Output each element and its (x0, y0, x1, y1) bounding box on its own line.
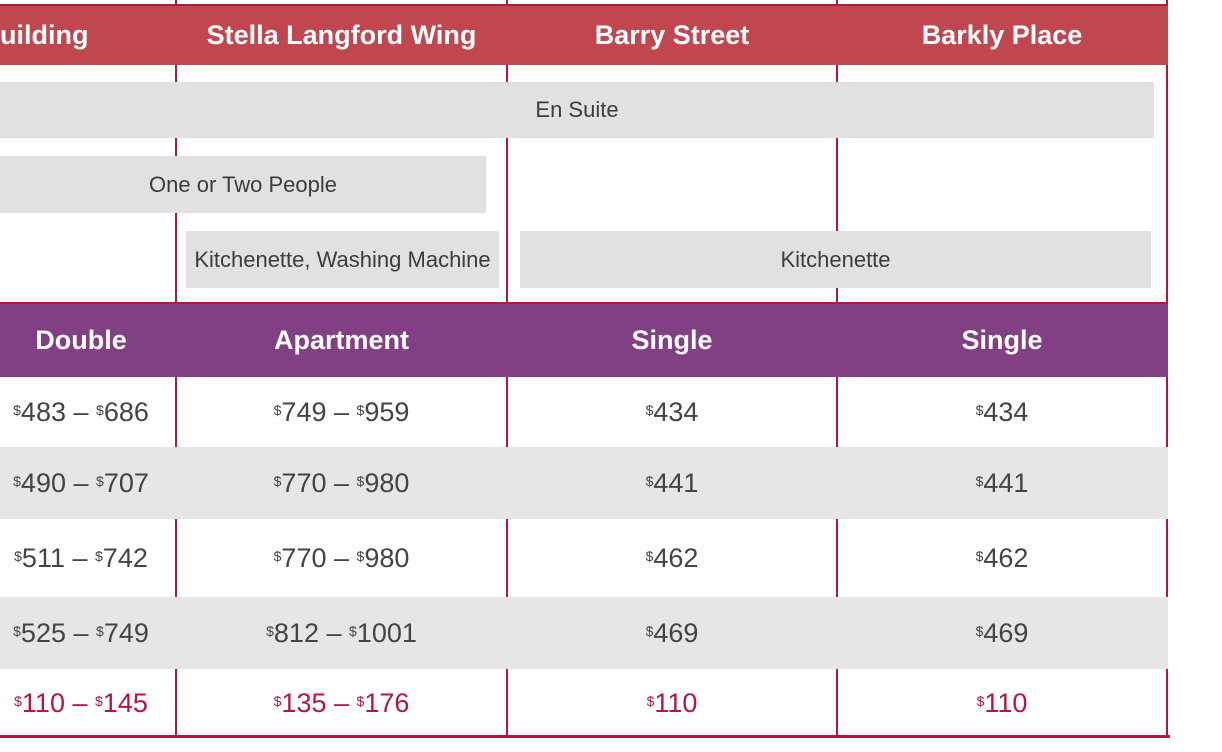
price-cell: $525 – $749 (13, 617, 149, 648)
feature-band-one-or-two: One or Two People (0, 156, 486, 213)
price-row: $511 – $742 $770 – $980 $462 $462 (0, 519, 1168, 597)
price-value: 525 (20, 617, 66, 648)
price-value: 980 (364, 542, 410, 573)
price-value: 980 (364, 467, 410, 498)
price-value: 441 (653, 467, 699, 498)
price-cell: $749 – $959 (273, 396, 410, 427)
room-type-cell: Single (631, 325, 713, 355)
price-cell: $770 – $980 (273, 467, 410, 498)
room-type-cell: Apartment (273, 325, 409, 355)
room-type-header-row: Double Apartment Single Single (0, 302, 1168, 377)
feature-band-en-suite: En Suite (0, 82, 1154, 138)
price-row: $110 – $145 $135 – $176 $110 $110 (0, 669, 1168, 737)
price-cell: $469 (645, 617, 699, 648)
price-cell: $434 (975, 396, 1029, 427)
price-value: 176 (364, 687, 410, 718)
price-cell: $110 (646, 687, 698, 718)
price-value: 959 (364, 396, 410, 427)
price-cell: $462 (975, 542, 1029, 573)
price-row: $490 – $707 $770 – $980 $441 $441 (0, 447, 1168, 519)
price-value: 686 (103, 396, 149, 427)
price-value: 1001 (356, 617, 417, 648)
range-dash: – (326, 542, 357, 573)
price-value: 770 (281, 542, 327, 573)
price-value: 511 (21, 542, 65, 573)
range-dash: – (65, 617, 97, 648)
room-type-cell: Double (35, 325, 127, 355)
range-dash: – (64, 687, 95, 718)
range-dash: – (318, 617, 349, 648)
price-value: 812 (273, 617, 319, 648)
building-header-cell: Barry Street (594, 20, 750, 50)
price-value: 770 (281, 467, 327, 498)
price-value: 135 (281, 687, 327, 718)
range-dash: – (64, 542, 95, 573)
price-cell: $135 – $176 (273, 687, 410, 718)
building-header-cell: uilding (0, 20, 89, 50)
price-cell: $110 (976, 687, 1028, 718)
price-value: 742 (102, 542, 148, 573)
price-value: 434 (983, 396, 1029, 427)
price-value: 469 (983, 617, 1029, 648)
price-cell: $462 (645, 542, 699, 573)
price-cell: $812 – $1001 (266, 617, 417, 648)
room-type-cell: Single (961, 325, 1043, 355)
price-value: 749 (281, 396, 327, 427)
range-dash: – (326, 396, 357, 427)
price-value: 434 (653, 396, 699, 427)
price-value: 749 (103, 617, 149, 648)
price-cell: $469 (975, 617, 1029, 648)
feature-band-kitchenette: Kitchenette (520, 231, 1151, 288)
range-dash: – (65, 396, 97, 427)
table-bottom-border (0, 735, 1170, 738)
price-cell: $110 – $145 (14, 687, 148, 718)
price-cell: $434 (645, 396, 699, 427)
range-dash: – (326, 687, 357, 718)
price-value: 462 (653, 542, 699, 573)
price-value: 110 (654, 687, 698, 718)
price-cell: $511 – $742 (14, 542, 148, 573)
feature-band-kitchenette-washing: Kitchenette, Washing Machine (186, 231, 499, 288)
price-value: 110 (21, 687, 65, 718)
price-value: 483 (20, 396, 66, 427)
price-cell: $441 (645, 467, 699, 498)
price-value: 469 (653, 617, 699, 648)
range-dash: – (65, 467, 97, 498)
range-dash: – (326, 467, 357, 498)
price-row: $483 – $686 $749 – $959 $434 $434 (0, 377, 1168, 447)
price-cell: $770 – $980 (273, 542, 410, 573)
price-value: 490 (20, 467, 66, 498)
price-row: $525 – $749 $812 – $1001 $469 $469 (0, 597, 1168, 669)
price-value: 462 (983, 542, 1029, 573)
price-value: 110 (984, 687, 1028, 718)
price-value: 707 (103, 467, 149, 498)
price-cell: $490 – $707 (13, 467, 149, 498)
price-value: 145 (102, 687, 148, 718)
building-header-row: uilding Stella Langford Wing Barry Stree… (0, 4, 1168, 65)
price-value: 441 (983, 467, 1029, 498)
building-header-cell: Stella Langford Wing (206, 20, 477, 50)
price-cell: $441 (975, 467, 1029, 498)
price-cell: $483 – $686 (13, 396, 149, 427)
building-header-cell: Barkly Place (921, 20, 1083, 50)
